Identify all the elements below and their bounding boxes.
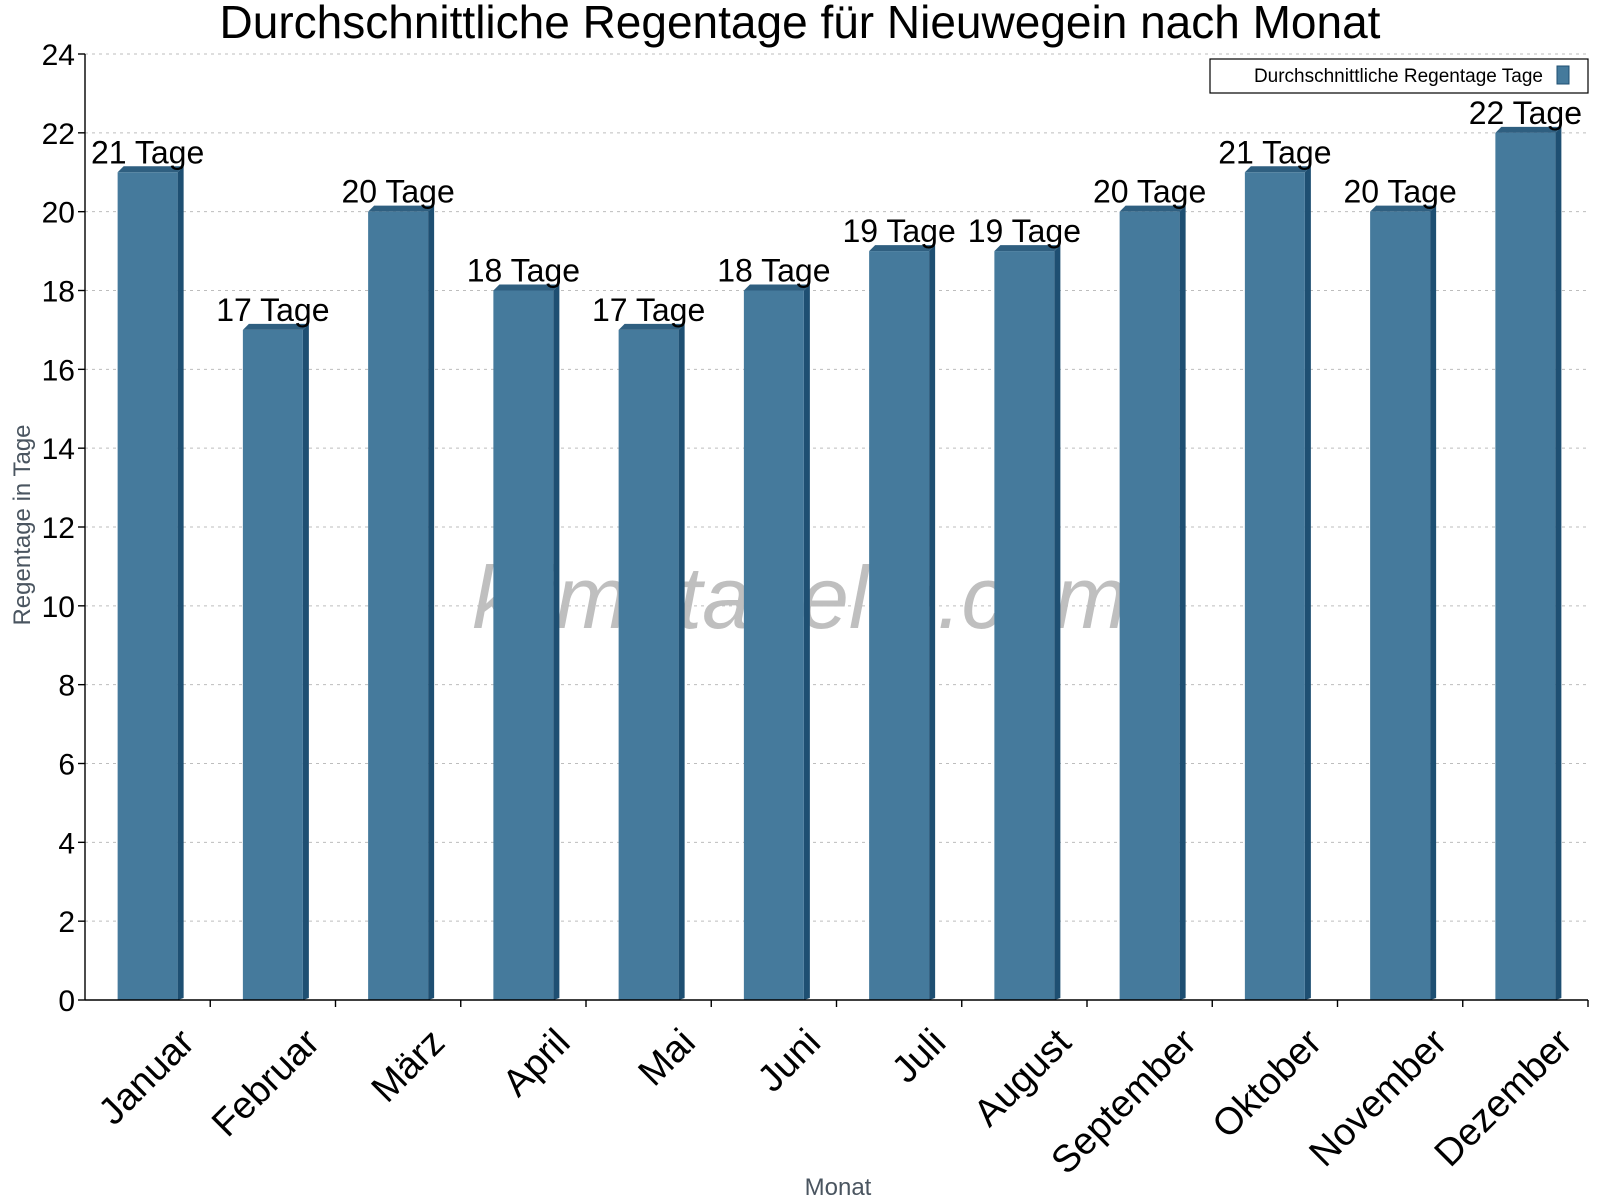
y-tick-label: 0 [58, 985, 75, 1018]
bar-top [869, 245, 936, 252]
bar-top [1244, 166, 1311, 173]
x-tick-label: Oktober [1205, 1021, 1331, 1147]
bar-top [117, 166, 184, 173]
bar [1119, 211, 1180, 1000]
data-label: 18 Tage [467, 253, 580, 289]
data-label: 20 Tage [1093, 174, 1206, 210]
bar [368, 211, 429, 1000]
data-labels: 21 Tage 17 Tage 20 Tage 18 Tage 17 Tage 18 Ta… [91, 95, 1582, 328]
bar-top [1119, 205, 1186, 212]
bar-side [678, 323, 685, 1001]
bar [242, 329, 303, 1001]
bar [493, 290, 554, 1000]
x-tick-label: April [495, 1021, 578, 1104]
bar-top [1370, 205, 1437, 212]
bar-top [493, 284, 560, 291]
bar-side [553, 284, 560, 1000]
y-tick-label: 10 [42, 591, 75, 624]
bar [1370, 211, 1431, 1000]
y-tick-label: 12 [42, 512, 75, 545]
bars [117, 126, 1562, 1001]
bar-top [242, 323, 309, 330]
bar-side [1179, 205, 1186, 1000]
x-tick-label: Februar [204, 1021, 328, 1145]
data-label: 18 Tage [717, 253, 830, 289]
data-label: 19 Tage [968, 213, 1081, 249]
bar-top [743, 284, 810, 291]
x-axis-title: Monat [805, 1174, 872, 1200]
legend-label: Durchschnittliche Regentage Tage [1254, 66, 1543, 87]
y-tick-label: 20 [42, 197, 75, 230]
bar [117, 172, 178, 1000]
y-tick-label: 8 [58, 670, 75, 703]
data-label: 21 Tage [91, 134, 204, 170]
bar-side [1555, 126, 1562, 1001]
bar-top [994, 245, 1061, 252]
bar-top [618, 323, 685, 330]
data-label: 21 Tage [1218, 134, 1331, 170]
bar [1244, 172, 1305, 1000]
grid [85, 53, 1588, 922]
y-tick-label: 14 [42, 433, 75, 466]
data-label: 17 Tage [592, 292, 705, 328]
y-tick-label: 6 [58, 749, 75, 782]
y-tick-label: 2 [58, 906, 75, 939]
bar-side [803, 284, 810, 1000]
x-tick-label: August [966, 1021, 1080, 1135]
bar [869, 251, 930, 1001]
x-tick-label: Juli [884, 1021, 954, 1091]
data-label: 22 Tage [1469, 95, 1582, 131]
y-tick-label: 22 [42, 118, 75, 151]
data-label: 19 Tage [842, 213, 955, 249]
bar-top [368, 205, 435, 212]
bar-side [1054, 245, 1061, 1001]
x-tick-label: März [364, 1021, 453, 1110]
bar-side [929, 245, 936, 1001]
bar-side [177, 166, 184, 1000]
data-label: 20 Tage [341, 174, 454, 210]
x-tick-label: Dezember [1427, 1021, 1581, 1175]
bar-side [302, 323, 309, 1001]
bar [743, 290, 804, 1000]
bar-side [428, 205, 435, 1000]
y-tick-label: 24 [42, 39, 75, 72]
bar-side [1304, 166, 1311, 1000]
bar [618, 329, 679, 1001]
bar [1495, 132, 1556, 1001]
bar-side [1430, 205, 1437, 1000]
data-label: 17 Tage [216, 292, 329, 328]
legend-swatch [1556, 65, 1570, 85]
legend-box [1209, 58, 1589, 94]
data-label: 20 Tage [1343, 174, 1456, 210]
bar [994, 251, 1055, 1001]
y-axis-title: Regentage in Tage [9, 424, 36, 625]
y-tick-label: 18 [42, 276, 75, 309]
x-tick-label: Januar [91, 1021, 203, 1133]
legend: Durchschnittliche Regentage Tage [1209, 58, 1589, 94]
y-tick-label: 4 [58, 827, 75, 860]
x-tick-label: Juni [750, 1021, 829, 1100]
bar-top [1495, 126, 1562, 133]
x-tick-label: Mai [631, 1021, 704, 1094]
chart-title: Durchschnittliche Regentage für Nieuwege… [220, 0, 1381, 48]
y-tick-label: 16 [42, 354, 75, 387]
